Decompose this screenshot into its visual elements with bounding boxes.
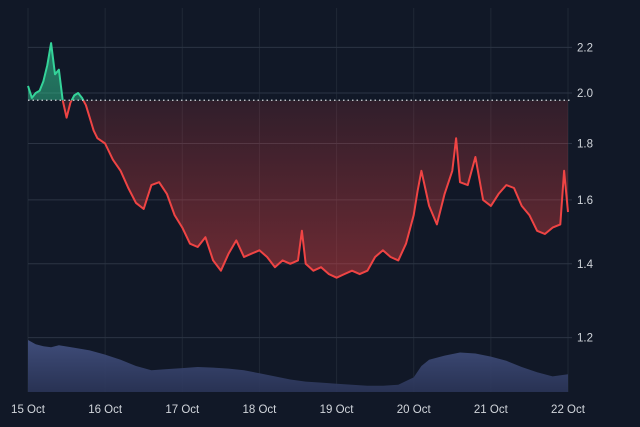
volume-area [28, 340, 568, 392]
y-tick-label: 2.2 [577, 42, 593, 54]
y-tick-label: 2.0 [577, 88, 593, 100]
x-tick-label: 21 Oct [474, 404, 509, 416]
y-tick-label: 1.6 [577, 195, 593, 207]
price-line-below [61, 100, 569, 279]
volume-layer [28, 340, 568, 392]
x-tick-label: 19 Oct [320, 404, 355, 416]
x-tick-label: 17 Oct [165, 404, 200, 416]
price-line-above [27, 42, 85, 101]
x-tick-label: 20 Oct [397, 404, 432, 416]
area-layer [28, 43, 568, 278]
y-tick-label: 1.2 [577, 333, 593, 345]
x-tick-label: 15 Oct [11, 404, 46, 416]
x-axis: 15 Oct 16 Oct 17 Oct 18 Oct 19 Oct 20 Oct 21 O… [11, 404, 586, 416]
y-axis: 1.2 1.4 1.6 1.8 2.0 2.2 [577, 42, 594, 344]
y-tick-label: 1.8 [577, 138, 593, 150]
x-tick-label: 18 Oct [242, 404, 277, 416]
x-tick-label: 22 Oct [551, 404, 586, 416]
area-below-baseline [28, 100, 568, 278]
line-layer [27, 42, 569, 279]
x-tick-label: 16 Oct [88, 404, 123, 416]
y-tick-label: 1.4 [577, 259, 594, 271]
